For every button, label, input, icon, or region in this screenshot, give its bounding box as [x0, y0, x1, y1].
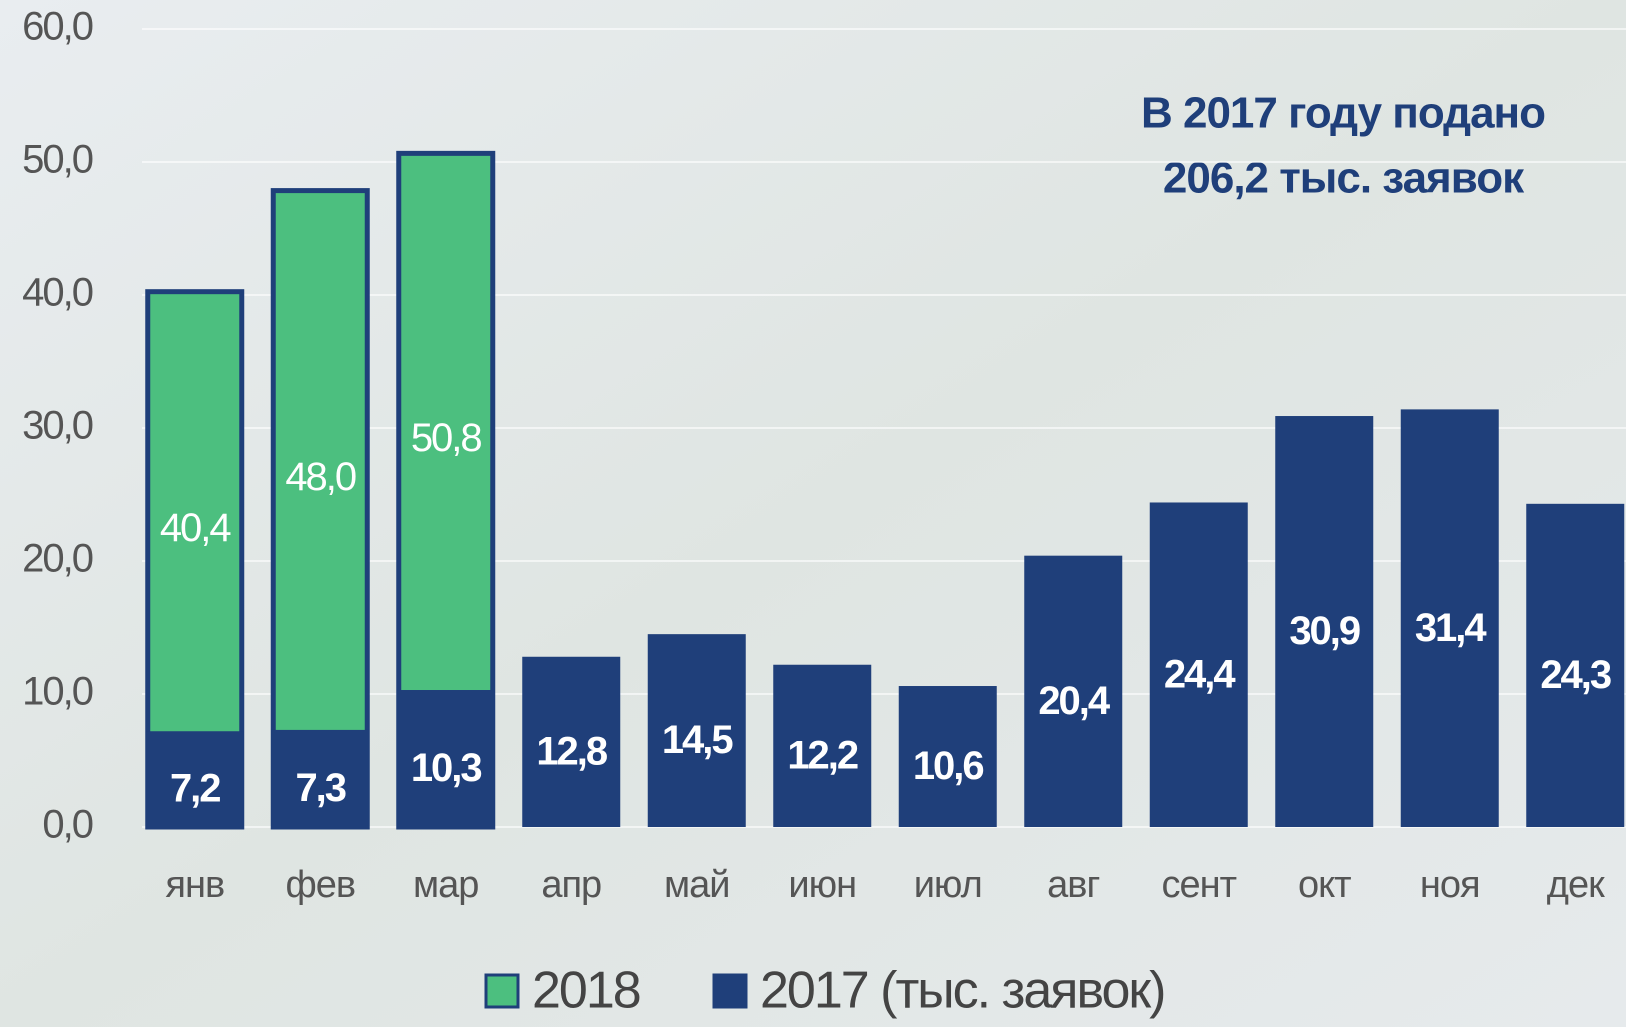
bar-2017: [145, 731, 244, 827]
bar-2017: [522, 656, 621, 827]
y-tick-label: 30,0: [22, 404, 93, 448]
annotation: 206,2 тыс. заявок: [1163, 154, 1525, 203]
value-label: 7,2: [170, 767, 220, 811]
bar-2017: [1400, 409, 1499, 827]
bar-2017: [647, 634, 746, 827]
y-tick-label: 0,0: [42, 803, 92, 847]
value-label: 7,3: [295, 766, 345, 810]
y-tick-label: 40,0: [22, 271, 93, 315]
legend-swatch: [484, 973, 520, 1009]
bar-2017: [1275, 416, 1374, 827]
value-label: 10,6: [913, 744, 984, 788]
x-tick-label: май: [664, 864, 730, 906]
value-label: 10,3: [411, 746, 482, 790]
legend-swatch: [712, 973, 748, 1009]
bar-2017: [773, 664, 872, 827]
x-tick-label: мар: [413, 864, 478, 906]
value-label: 24,4: [1164, 652, 1237, 696]
bar-2017: [271, 729, 370, 827]
x-tick-label: окт: [1298, 864, 1351, 906]
value-label: 24,3: [1540, 653, 1611, 697]
legend-label: 2017 (тыс. заявок): [760, 962, 1164, 1020]
x-tick-label: апр: [541, 864, 601, 906]
y-tick-label: 10,0: [22, 670, 93, 714]
bar-2017: [396, 690, 495, 827]
value-label: 48,0: [285, 455, 356, 499]
value-label: 14,5: [662, 718, 734, 762]
value-label: 30,9: [1289, 609, 1360, 653]
x-tick-label: ноя: [1420, 864, 1480, 906]
y-tick-label: 60,0: [22, 5, 93, 49]
x-tick-label: дек: [1547, 864, 1605, 906]
value-label: 12,2: [787, 733, 858, 777]
y-tick-label: 20,0: [22, 537, 93, 581]
x-tick-label: июн: [788, 864, 856, 906]
annotation: В 2017 году подано: [1141, 89, 1545, 138]
value-label: 40,4: [160, 506, 232, 550]
value-label: 20,4: [1038, 679, 1111, 723]
x-tick-label: сент: [1161, 864, 1236, 906]
x-tick-label: фев: [285, 864, 355, 906]
bar-2017: [898, 686, 997, 827]
x-tick-label: авг: [1047, 864, 1099, 906]
y-tick-label: 50,0: [22, 138, 93, 182]
value-label: 12,8: [536, 729, 608, 773]
legend-label: 2018: [532, 962, 640, 1020]
x-tick-label: янв: [165, 864, 224, 906]
x-tick-label: июл: [914, 864, 982, 906]
bar-2017: [1526, 503, 1625, 827]
bar-2017: [1024, 555, 1123, 827]
bar-2017: [1149, 502, 1248, 827]
value-label: 50,8: [411, 416, 482, 460]
value-label: 31,4: [1415, 606, 1488, 650]
